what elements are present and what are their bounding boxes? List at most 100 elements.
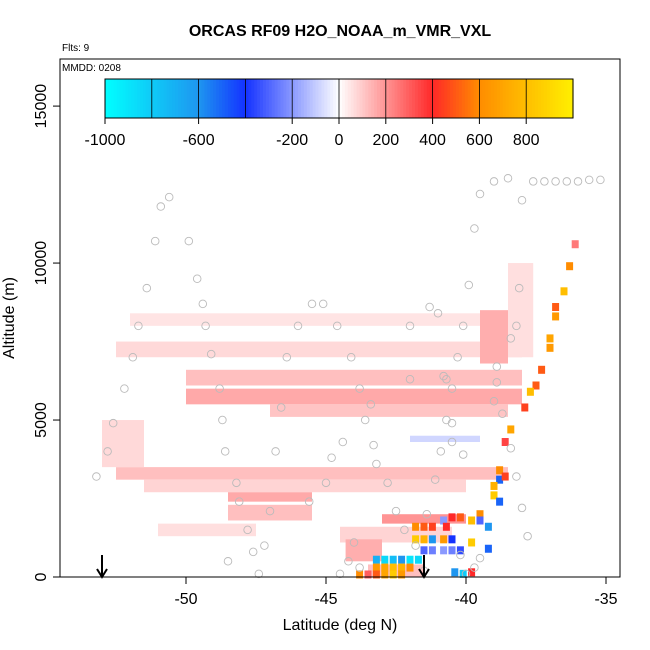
heatmap-band	[410, 435, 480, 443]
colorbar-swatch	[131, 79, 135, 118]
heatmap-cell	[414, 555, 422, 564]
heatmap-cell	[532, 381, 540, 390]
colorbar-swatch	[526, 79, 530, 118]
flight-point	[372, 459, 381, 469]
colorbar-swatch	[295, 79, 299, 118]
flight-point	[422, 509, 432, 519]
heatmap-cell	[406, 563, 414, 572]
flight-point	[512, 472, 521, 481]
colorbar-swatch	[128, 79, 132, 118]
flight-point	[192, 274, 202, 284]
colorbar-swatch	[183, 79, 188, 118]
colorbar-swatch	[312, 79, 317, 118]
colorbar-swatch	[564, 79, 568, 118]
flight-point	[293, 321, 303, 331]
colorbar-swatch	[122, 79, 127, 118]
colorbar-swatch	[347, 79, 352, 118]
colorbar-swatch	[213, 79, 217, 118]
flight-point	[383, 478, 392, 488]
colorbar-swatch	[163, 79, 168, 118]
colorbar-swatch	[470, 79, 475, 118]
heatmap-band	[130, 313, 514, 326]
heatmap-cell	[496, 497, 504, 506]
colorbar-swatch	[119, 79, 124, 118]
colorbar-swatch	[219, 79, 223, 118]
heatmap-cell	[476, 516, 484, 525]
heatmap-cell	[420, 535, 428, 544]
heatmap-cell	[560, 287, 568, 296]
flight-point	[464, 280, 474, 290]
flight-point	[562, 177, 572, 186]
flight-point	[442, 374, 451, 384]
colorbar-swatch	[447, 79, 451, 118]
colorbar-swatch	[391, 79, 396, 118]
x-tick-label: -45	[314, 591, 337, 608]
colorbar-swatch	[365, 79, 369, 118]
colorbar-swatch	[339, 79, 343, 118]
colorbar-swatch	[444, 79, 448, 118]
colorbar-swatch	[280, 79, 285, 118]
colorbar-swatch	[195, 79, 200, 118]
flight-point	[514, 283, 524, 293]
heatmap-band	[228, 504, 312, 521]
flight-point	[276, 403, 286, 412]
colorbar-swatch	[523, 79, 527, 118]
colorbar-swatch	[482, 79, 486, 118]
heatmap-cell	[490, 481, 498, 490]
flight-point	[430, 475, 440, 484]
colorbar-swatch	[473, 79, 478, 118]
colorbar-swatch	[420, 79, 425, 118]
colorbar-swatch	[458, 79, 463, 118]
heatmap-cell	[420, 522, 428, 531]
flight-point	[411, 541, 420, 550]
heatmap-cell	[428, 535, 436, 544]
heatmap-cell	[546, 334, 554, 343]
heatmap-cell	[389, 570, 397, 579]
colorbar-swatch	[321, 79, 325, 118]
flight-point	[156, 202, 166, 211]
colorbar-swatch	[461, 79, 466, 118]
flight-point	[120, 384, 129, 393]
colorbar-swatch	[406, 79, 410, 118]
colorbar-tick-label: 0	[335, 132, 344, 149]
colorbar-swatch	[113, 79, 118, 118]
flight-point	[349, 538, 359, 547]
colorbar-swatch	[505, 79, 510, 118]
colorbar-tick-label: 400	[419, 132, 446, 149]
flight-point	[456, 550, 465, 560]
flight-point	[355, 384, 364, 393]
chart-title: ORCAS RF09 H2O_NOAA_m_VMR_VXL	[189, 23, 492, 40]
heatmap-cell	[364, 570, 372, 579]
colorbar-swatch	[432, 79, 437, 118]
flight-point	[304, 497, 314, 506]
flight-point	[503, 174, 513, 183]
colorbar-swatch	[236, 79, 241, 118]
colorbar-swatch	[172, 79, 176, 118]
y-axis: 0 5000 10000 15000	[33, 84, 60, 581]
colorbar-swatch	[350, 79, 355, 118]
heatmap-cell	[552, 312, 560, 321]
colorbar-swatch	[192, 79, 197, 118]
flight-point	[206, 349, 216, 359]
heatmap-band	[116, 341, 522, 358]
flight-point	[232, 478, 241, 488]
colorbar-swatch	[546, 79, 551, 118]
flight-point	[425, 302, 434, 312]
heatmap-cell	[521, 403, 529, 412]
flight-point	[584, 175, 594, 185]
colorbar-swatch	[210, 79, 214, 118]
flight-point	[260, 541, 269, 550]
heatmap-cell	[372, 570, 380, 579]
y-tick-label: 5000	[33, 402, 50, 438]
colorbar-swatch	[555, 79, 559, 118]
heatmap-cell	[398, 570, 406, 579]
flight-point	[453, 352, 462, 362]
heatmap-cell	[428, 546, 436, 555]
heatmap-band	[382, 514, 466, 524]
colorbar-swatch	[570, 79, 574, 118]
flight-point	[400, 525, 409, 535]
heatmap-cell	[412, 522, 420, 531]
heatmap-band	[480, 310, 508, 364]
heatmap-cell	[428, 522, 436, 531]
